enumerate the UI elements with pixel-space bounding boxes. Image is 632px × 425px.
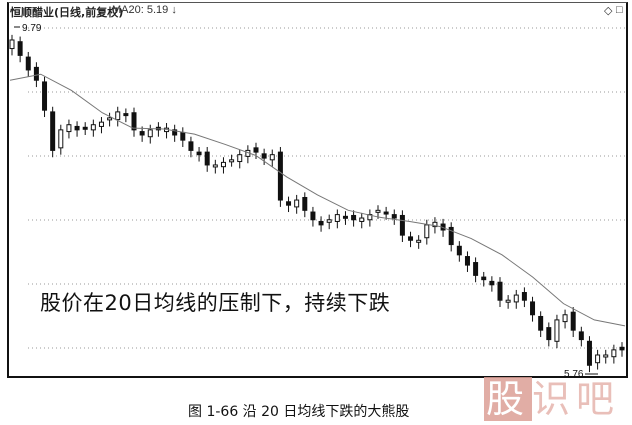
candle-body	[33, 66, 39, 81]
candle-body	[180, 131, 186, 141]
candle-body	[481, 276, 487, 281]
candle-body	[123, 113, 129, 117]
candle-body	[586, 340, 592, 366]
candle-body	[294, 199, 300, 208]
candle-body	[66, 124, 72, 133]
candle-body	[603, 354, 609, 358]
candle-body	[107, 117, 113, 121]
candle-body	[497, 281, 503, 301]
candle-body	[456, 245, 462, 256]
candle-body	[302, 196, 308, 211]
candle-body	[277, 151, 283, 201]
candle-body	[505, 299, 511, 303]
candle-body	[147, 129, 153, 138]
candle-body	[9, 39, 15, 50]
candle-body	[521, 292, 527, 301]
candle-body	[530, 301, 536, 316]
candle-body	[334, 214, 340, 222]
candle-body	[432, 221, 438, 228]
candle-body	[416, 239, 422, 243]
low-price-label: 5.76	[564, 369, 584, 380]
candle-body	[391, 214, 397, 219]
candle-body	[611, 349, 617, 358]
candle-body	[115, 111, 121, 121]
diamond-icon[interactable]: ◇	[604, 5, 613, 17]
candle-body	[578, 331, 584, 341]
square-icon[interactable]: □	[616, 4, 623, 16]
ma20-readout: MA20: 5.19 ↓	[112, 4, 177, 16]
candle-body	[399, 214, 405, 236]
candle-body	[98, 121, 104, 127]
candle-body	[562, 314, 568, 323]
candle-body	[342, 215, 348, 219]
candle-body	[619, 346, 625, 351]
candle-body	[489, 280, 495, 286]
candle-body	[131, 112, 137, 131]
candle-body	[473, 262, 479, 276]
ma20-value: MA20: 5.19	[112, 4, 169, 16]
candle-body	[595, 354, 601, 364]
candle-body	[570, 311, 576, 331]
candle-body	[50, 111, 56, 151]
candle-body	[17, 41, 23, 56]
high-price-label: 9.79	[22, 23, 42, 34]
candle-body	[513, 294, 519, 303]
candle-body	[204, 151, 210, 166]
candle-body	[408, 236, 414, 241]
candle-body	[375, 209, 381, 213]
candle-body	[253, 147, 259, 153]
stock-title: 恒顺醋业(日线,前复权)	[10, 6, 124, 19]
candle-body	[42, 81, 48, 111]
chart-frame	[7, 2, 628, 378]
candle-body	[172, 129, 178, 136]
candle-body	[351, 214, 357, 221]
candle-body	[538, 315, 544, 331]
ma20-line	[9, 73, 626, 327]
candle-body	[359, 217, 365, 222]
candle-body	[326, 219, 332, 223]
candle-body	[318, 220, 324, 226]
chart-annotation: 股价在20日均线的压制下，持续下跌	[40, 291, 391, 315]
candle-body	[448, 226, 454, 246]
candle-body	[464, 256, 470, 266]
candle-body	[269, 154, 275, 161]
candle-body	[220, 161, 226, 168]
candle-body	[25, 56, 31, 71]
candle-body	[212, 164, 218, 168]
candle-body	[383, 211, 389, 215]
candle-body	[139, 131, 145, 136]
candle-body	[229, 159, 235, 163]
candle-body	[237, 154, 243, 163]
figure-caption: 图 1-66 沿 20 日均线下跌的大熊股	[188, 404, 410, 420]
candle-body	[82, 126, 88, 130]
candle-body	[310, 211, 316, 221]
candle-body	[196, 151, 202, 156]
candle-body	[261, 153, 267, 159]
arrow-down-icon: ↓	[171, 4, 177, 16]
candle-body	[286, 201, 292, 206]
candle-body	[367, 214, 373, 221]
candle-body	[554, 319, 560, 342]
candle-body	[424, 224, 430, 239]
candle-body	[74, 125, 80, 131]
candle-body	[546, 327, 552, 341]
watermark-logo: 股识吧	[484, 377, 621, 421]
candle-body	[90, 124, 96, 131]
candle-body	[58, 129, 64, 149]
candle-body	[188, 141, 194, 151]
